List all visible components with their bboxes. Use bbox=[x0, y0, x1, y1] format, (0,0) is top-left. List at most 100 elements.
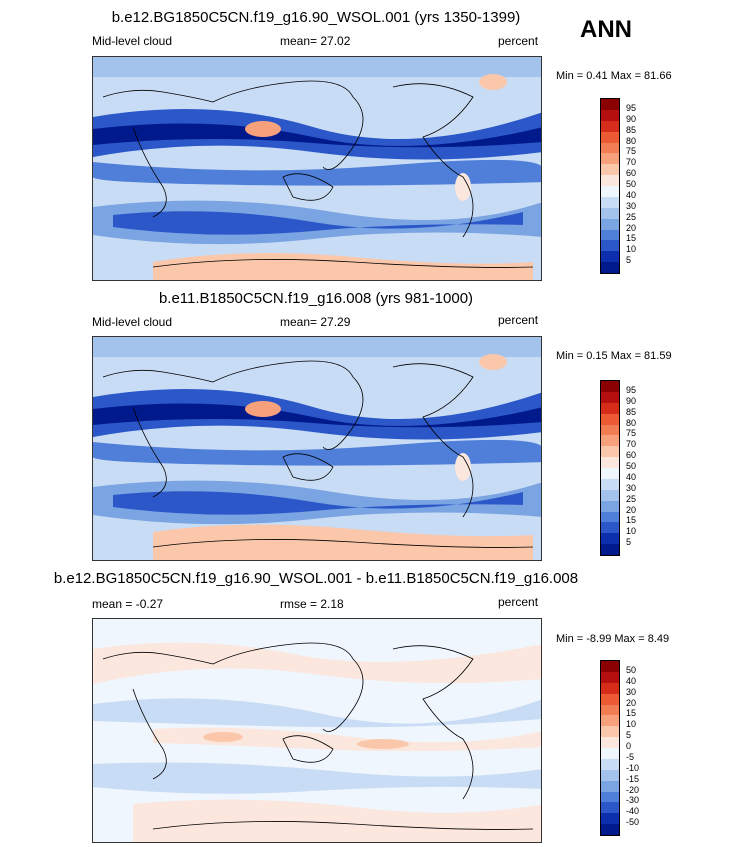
colorbar-swatch bbox=[601, 824, 619, 835]
colorbar-swatch bbox=[601, 240, 619, 252]
panel-1-colorbar bbox=[600, 98, 620, 274]
panel-2-colorbar bbox=[600, 380, 620, 556]
colorbar-swatch bbox=[601, 413, 619, 425]
panel-2-minmax: Min = 0.15 Max = 81.59 bbox=[556, 350, 672, 362]
colorbar-swatch bbox=[601, 791, 619, 803]
colorbar-tick-label: 70 bbox=[626, 157, 637, 168]
colorbar-tick-label: 80 bbox=[626, 135, 637, 146]
colorbar-tick-label: 20 bbox=[626, 222, 637, 233]
colorbar-swatch bbox=[601, 544, 619, 555]
colorbar-swatch bbox=[601, 142, 619, 154]
colorbar-tick-label: 60 bbox=[626, 168, 637, 179]
panel-2-mean: mean= 27.29 bbox=[280, 315, 351, 329]
colorbar-swatch bbox=[601, 153, 619, 165]
colorbar-swatch bbox=[601, 813, 619, 825]
colorbar-tick-label: 15 bbox=[626, 515, 637, 526]
colorbar-swatch bbox=[601, 671, 619, 683]
panel-2-map-svg bbox=[93, 337, 541, 560]
colorbar-tick-label: -50 bbox=[626, 817, 640, 828]
colorbar-tick-label: 70 bbox=[626, 439, 637, 450]
colorbar-tick-label: 5 bbox=[626, 255, 632, 266]
colorbar-swatch bbox=[601, 758, 619, 770]
colorbar-swatch bbox=[601, 196, 619, 208]
panel-2-title: b.e11.B1850C5CN.f19_g16.008 (yrs 981-100… bbox=[158, 290, 474, 307]
colorbar-swatch bbox=[601, 251, 619, 263]
colorbar-swatch bbox=[601, 218, 619, 230]
colorbar-swatch bbox=[601, 704, 619, 716]
colorbar-swatch bbox=[601, 229, 619, 241]
colorbar-swatch bbox=[601, 446, 619, 458]
colorbar-swatch bbox=[601, 737, 619, 748]
colorbar-tick-label: 50 bbox=[626, 664, 637, 675]
panel-1-variable: Mid-level cloud bbox=[92, 34, 173, 48]
colorbar-swatch bbox=[601, 693, 619, 705]
colorbar-swatch bbox=[601, 478, 619, 490]
colorbar-tick-label: 25 bbox=[626, 493, 637, 504]
panel-3-title: b.e12.BG1850C5CN.f19_g16.90_WSOL.001 - b… bbox=[53, 570, 579, 587]
colorbar-tick-label: 95 bbox=[626, 102, 637, 113]
panel-1-units: percent bbox=[498, 34, 539, 48]
colorbar-tick-label: 90 bbox=[626, 395, 637, 406]
season-label: ANN bbox=[580, 16, 632, 43]
colorbar-tick-label: 85 bbox=[626, 124, 637, 135]
colorbar-tick-label: -5 bbox=[626, 751, 635, 762]
colorbar-tick-label: 30 bbox=[626, 482, 637, 493]
colorbar-tick-label: -40 bbox=[626, 806, 640, 817]
colorbar-swatch bbox=[601, 131, 619, 143]
colorbar-swatch bbox=[601, 435, 619, 447]
colorbar-tick-label: 85 bbox=[626, 406, 637, 417]
panel-1-title: b.e12.BG1850C5CN.f19_g16.90_WSOL.001 (yr… bbox=[111, 9, 521, 26]
colorbar-tick-label: 80 bbox=[626, 417, 637, 428]
panel-3-rmse: rmse = 2.18 bbox=[280, 597, 344, 611]
colorbar-swatch bbox=[601, 533, 619, 545]
colorbar-tick-label: 20 bbox=[626, 697, 637, 708]
colorbar-swatch bbox=[601, 726, 619, 738]
panel-1-map bbox=[92, 56, 542, 281]
colorbar-tick-label: 10 bbox=[626, 244, 637, 255]
colorbar-tick-label: 50 bbox=[626, 461, 637, 471]
colorbar-swatch bbox=[601, 391, 619, 403]
panel-3-mean: mean = -0.27 bbox=[92, 597, 164, 611]
colorbar-tick-label: -20 bbox=[626, 784, 640, 795]
colorbar-tick-label: 15 bbox=[626, 233, 637, 244]
colorbar-swatch bbox=[601, 402, 619, 414]
colorbar-tick-label: 5 bbox=[626, 730, 632, 741]
colorbar-swatch bbox=[601, 424, 619, 436]
colorbar-tick-label: 30 bbox=[626, 686, 637, 697]
colorbar-swatch bbox=[601, 682, 619, 694]
colorbar-swatch bbox=[601, 500, 619, 512]
colorbar-swatch bbox=[601, 457, 619, 468]
colorbar-swatch bbox=[601, 109, 619, 121]
colorbar-swatch bbox=[601, 120, 619, 132]
colorbar-swatch bbox=[601, 489, 619, 501]
colorbar-swatch bbox=[601, 262, 619, 273]
colorbar-tick-label: 60 bbox=[626, 450, 637, 461]
colorbar-tick-label: 40 bbox=[626, 189, 637, 200]
colorbar-tick-label: 5 bbox=[626, 537, 632, 548]
colorbar-tick-label: 0 bbox=[626, 741, 632, 751]
colorbar-tick-label: 95 bbox=[626, 384, 637, 395]
colorbar-swatch bbox=[601, 511, 619, 523]
panel-3-map-svg bbox=[93, 619, 541, 842]
colorbar-tick-label: 40 bbox=[626, 471, 637, 482]
colorbar-tick-label: 10 bbox=[626, 719, 637, 730]
panel-2-units: percent bbox=[498, 313, 539, 327]
colorbar-tick-label: -30 bbox=[626, 795, 640, 806]
colorbar-tick-label: 15 bbox=[626, 708, 637, 719]
colorbar-swatch bbox=[601, 769, 619, 781]
colorbar-tick-label: 20 bbox=[626, 504, 637, 515]
colorbar-swatch bbox=[601, 780, 619, 792]
colorbar-swatch bbox=[601, 207, 619, 219]
panel-3-colorbar bbox=[600, 660, 620, 836]
colorbar-swatch bbox=[601, 381, 619, 392]
colorbar-tick-label: 90 bbox=[626, 113, 637, 124]
colorbar-tick-label: -15 bbox=[626, 773, 640, 784]
panel-2-map bbox=[92, 336, 542, 561]
panel-3-units: percent bbox=[498, 595, 539, 609]
colorbar-swatch bbox=[601, 748, 619, 759]
panel-3-map bbox=[92, 618, 542, 843]
colorbar-tick-label: 25 bbox=[626, 211, 637, 222]
panel-1-mean: mean= 27.02 bbox=[280, 34, 351, 48]
colorbar-tick-label: -10 bbox=[626, 762, 640, 773]
colorbar-tick-label: 10 bbox=[626, 526, 637, 537]
